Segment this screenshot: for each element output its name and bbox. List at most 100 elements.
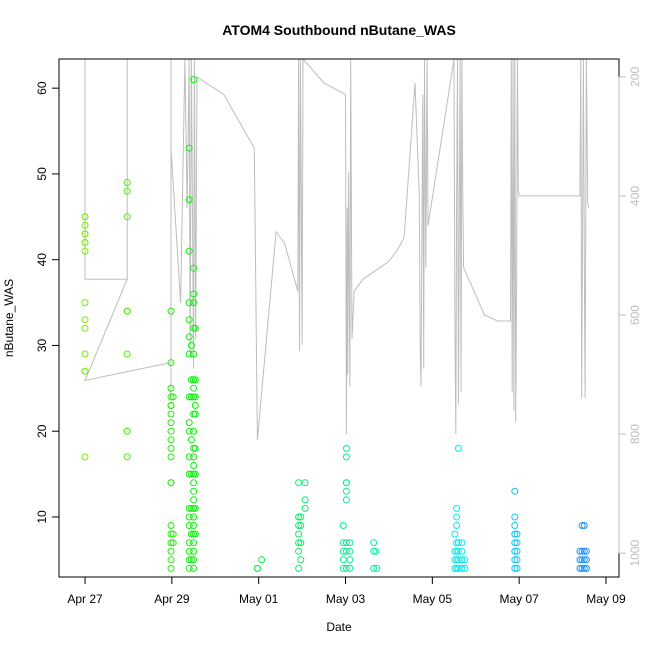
data-point <box>185 539 193 547</box>
data-point <box>169 530 177 538</box>
data-point <box>513 556 521 564</box>
data-point <box>454 547 462 555</box>
data-point <box>185 316 193 324</box>
x-tick-label: May 05 <box>413 592 453 606</box>
data-point <box>511 513 519 521</box>
data-point <box>190 496 198 504</box>
right-y-tick-label: 800 <box>628 424 642 444</box>
x-tick-label: May 07 <box>499 592 539 606</box>
x-tick-label: Apr 27 <box>67 592 103 606</box>
data-point <box>295 513 303 521</box>
right-y-tick-label: 600 <box>628 305 642 325</box>
data-point <box>511 547 519 555</box>
data-point <box>582 564 590 572</box>
data-point <box>167 359 175 367</box>
data-point <box>187 530 195 538</box>
data-point <box>185 427 193 435</box>
data-point <box>190 76 198 84</box>
x-axis-label: Date <box>326 620 352 634</box>
data-point <box>81 324 89 332</box>
data-point <box>511 487 519 495</box>
data-point <box>580 547 588 555</box>
data-point <box>578 556 586 564</box>
data-point <box>372 547 380 555</box>
data-point <box>190 513 198 521</box>
data-point <box>123 427 131 435</box>
data-point <box>169 539 177 547</box>
data-point <box>167 564 175 572</box>
data-point <box>190 350 198 358</box>
data-point <box>373 564 381 572</box>
data-point <box>342 547 350 555</box>
data-point <box>297 522 305 529</box>
y-tick-label: 40 <box>35 253 49 267</box>
data-point <box>123 187 131 195</box>
data-point <box>458 564 466 572</box>
data-point <box>295 539 303 547</box>
data-point <box>81 299 89 307</box>
data-point <box>167 522 175 529</box>
data-point <box>346 547 354 555</box>
data-point <box>167 307 175 315</box>
x-tick-label: May 03 <box>326 592 366 606</box>
data-point <box>167 427 175 435</box>
data-point <box>190 264 198 272</box>
data-point <box>258 556 266 564</box>
data-point <box>190 547 198 555</box>
x-tick-label: May 09 <box>586 592 626 606</box>
data-point <box>342 453 350 461</box>
y-tick-label: 50 <box>35 167 49 181</box>
data-point <box>185 350 193 358</box>
data-point <box>185 564 193 572</box>
data-point <box>458 539 466 547</box>
data-point <box>346 539 354 547</box>
data-point <box>167 402 175 409</box>
data-point <box>167 530 175 538</box>
data-point <box>511 556 519 564</box>
data-point <box>346 564 354 572</box>
data-point <box>453 504 461 512</box>
data-point <box>123 213 131 221</box>
data-point <box>190 479 198 487</box>
data-point <box>295 522 303 529</box>
data-point <box>339 556 347 564</box>
data-point <box>301 479 309 487</box>
y-tick-label: 20 <box>35 424 49 438</box>
data-point <box>81 247 89 255</box>
data-point <box>580 564 588 572</box>
data-point <box>453 513 461 521</box>
data-point <box>185 419 193 427</box>
data-point <box>190 522 198 529</box>
data-point <box>81 453 89 461</box>
data-point <box>185 513 193 521</box>
data-point <box>297 539 305 547</box>
data-point <box>301 504 309 512</box>
data-point <box>167 556 175 564</box>
data-point <box>185 196 193 204</box>
data-point <box>191 470 199 478</box>
data-point <box>185 247 193 255</box>
data-point <box>167 393 175 401</box>
data-point <box>167 444 175 452</box>
data-point <box>297 556 305 564</box>
data-point <box>185 556 193 564</box>
data-point <box>191 444 199 452</box>
data-point <box>342 479 350 487</box>
data-point <box>187 393 195 401</box>
data-point <box>454 539 462 547</box>
data-point <box>167 547 175 555</box>
data-point <box>582 547 590 555</box>
data-point <box>187 376 195 384</box>
data-point <box>511 530 519 538</box>
data-point <box>461 564 469 572</box>
data-point <box>185 522 193 529</box>
data-point <box>582 556 590 564</box>
data-point <box>187 504 195 512</box>
data-point <box>123 350 131 358</box>
data-point <box>81 239 89 246</box>
data-point <box>190 539 198 547</box>
data-point <box>342 496 350 504</box>
data-point <box>191 324 199 332</box>
data-point <box>513 564 521 572</box>
